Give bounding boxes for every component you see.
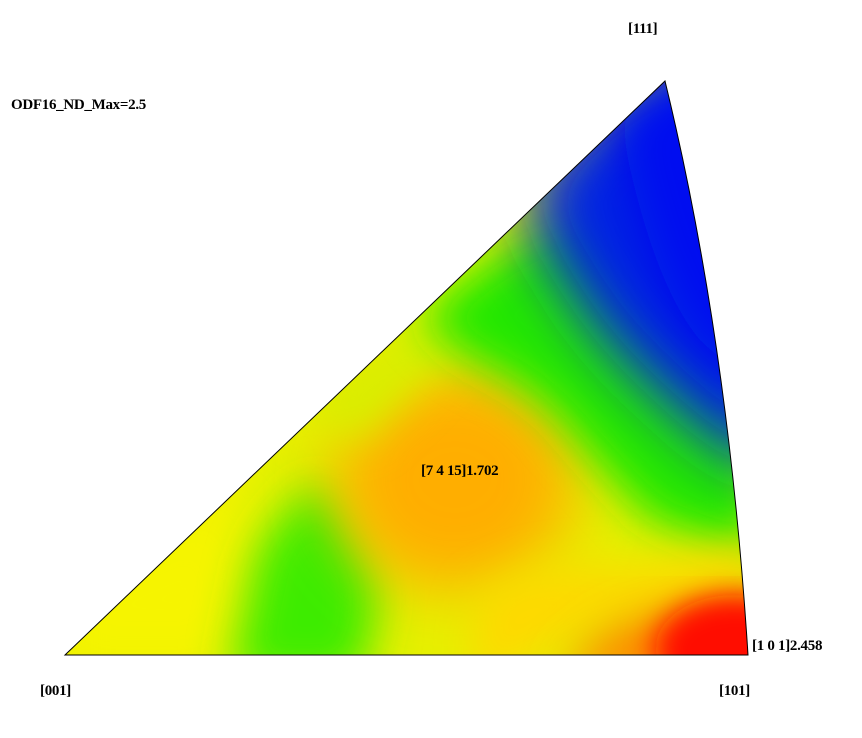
corner-label-101: [101] [719,683,750,699]
intensity-map [65,81,748,655]
annotation-corner-maximum: [1 0 1]2.458 [752,638,823,654]
ipf-triangle-outline [63,80,749,656]
chart-title: ODF16_ND_Max=2.5 [11,97,146,113]
annotation-center-maximum: [7 4 15]1.702 [421,463,499,479]
corner-label-111: [111] [628,21,658,37]
corner-label-001: [001] [40,683,71,699]
